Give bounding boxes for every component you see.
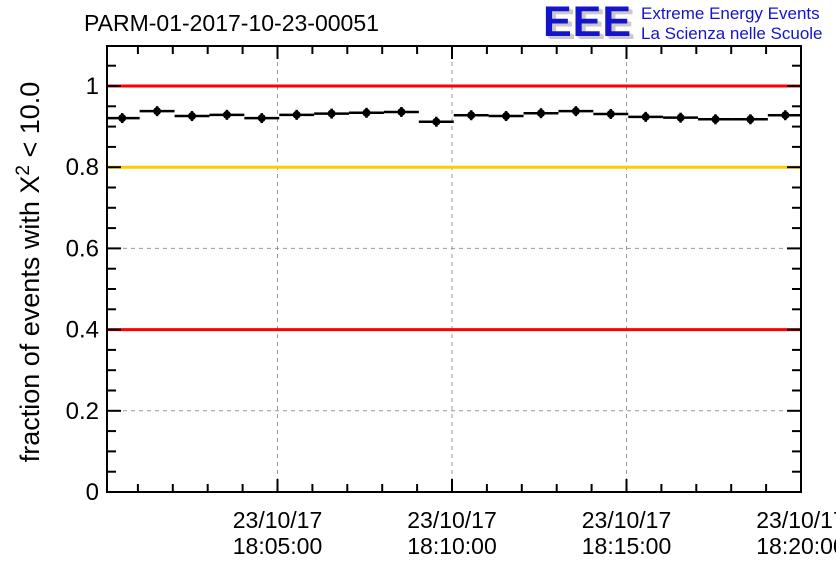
y-tick-label: 0.2	[66, 398, 99, 425]
x-tick-label-time: 18:05:00	[233, 533, 323, 559]
data-point	[641, 112, 650, 121]
y-tick-label: 0	[86, 479, 99, 506]
y-tick-label: 0.8	[66, 154, 99, 181]
y-tick-label: 0.4	[66, 317, 99, 344]
page-title: PARM-01-2017-10-23-00051	[84, 10, 379, 36]
data-point	[327, 109, 336, 118]
data-point	[676, 113, 685, 122]
plot-frame	[106, 45, 802, 493]
data-point	[781, 111, 790, 120]
data-point	[222, 110, 231, 119]
x-tick-label-date: 23/10/17	[233, 507, 323, 533]
eee-logo: EEE Extreme Energy Events La Scienza nel…	[543, 1, 823, 44]
x-tick-label-time: 18:15:00	[582, 533, 672, 559]
data-point	[746, 115, 755, 124]
data-point	[257, 114, 266, 123]
eee-logo-acronym: EEE	[543, 0, 633, 46]
x-tick-label-date: 23/10/17	[407, 507, 497, 533]
y-tick-label: 1	[86, 73, 99, 100]
data-point	[502, 112, 511, 121]
data-point	[606, 110, 615, 119]
data-point	[153, 107, 162, 116]
data-point	[397, 107, 406, 116]
data-point	[432, 117, 441, 126]
data-point	[362, 108, 371, 117]
data-point	[711, 115, 720, 124]
data-point	[571, 107, 580, 116]
data-point	[187, 112, 196, 121]
data-point	[292, 110, 301, 119]
y-tick-label: 0.6	[66, 235, 99, 262]
data-point	[467, 111, 476, 120]
logo-tagline-line2: La Scienza nelle Scuole	[641, 24, 823, 43]
data-point	[536, 109, 545, 118]
x-tick-label-date: 23/10/17	[582, 507, 672, 533]
logo-tagline-line1: Extreme Energy Events	[641, 4, 820, 23]
x-tick-label-time: 18:10:00	[407, 533, 497, 559]
x-tick-label-date: 23/10/17	[756, 507, 836, 533]
data-point	[118, 114, 127, 123]
eee-logo-tagline: Extreme Energy Events La Scienza nelle S…	[641, 1, 822, 44]
x-tick-label-time: 18:20:00	[756, 533, 836, 559]
